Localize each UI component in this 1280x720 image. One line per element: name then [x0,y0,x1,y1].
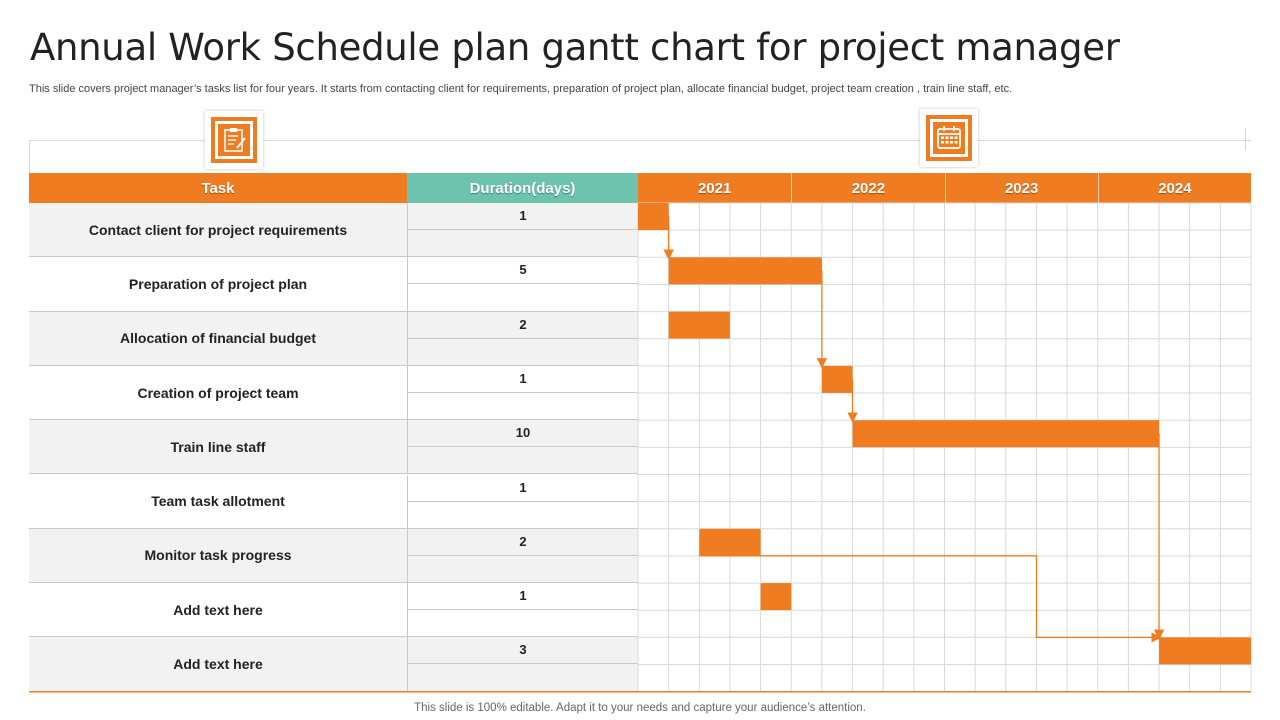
duration-cell: 1 [407,203,638,258]
gantt-bar [668,311,730,339]
task-name-cell: Monitor task progress [29,528,407,584]
duration-divider [408,283,638,285]
task-name-cell: Team task allotment [29,474,407,529]
duration-value: 1 [519,370,527,386]
task-name-cell: Train line staff [29,420,407,475]
duration-value: 2 [519,316,527,332]
footer-note: This slide is 100% editable. Adapt it to… [414,702,866,714]
gantt-bar [821,365,853,393]
duration-value: 1 [519,588,527,604]
duration-cell: 1 [407,583,638,638]
calendar-icon [920,109,978,167]
task-name-cell: Creation of project team [29,365,407,421]
duration-value: 3 [519,642,527,658]
duration-value: 5 [519,262,527,278]
duration-divider [408,391,638,393]
frame-line-left [29,140,30,173]
year-header-2023: 2023 [944,173,1098,203]
frame-line-top [29,140,1251,141]
duration-value: 1 [519,208,527,223]
duration-cell: 3 [407,637,638,692]
clipboard-icon [205,111,263,169]
duration-divider [408,554,638,556]
duration-cell: 1 [407,474,638,529]
duration-value: 10 [515,425,531,441]
gantt-bar [668,257,822,285]
task-name-cell: Preparation of project plan [29,257,407,312]
frame-line-right [1245,128,1246,150]
duration-cell: 5 [407,257,638,312]
year-header-2022: 2022 [791,173,945,203]
gantt-bar [1159,637,1251,665]
year-header-2024: 2024 [1097,173,1251,203]
gantt-bar [638,203,669,230]
duration-divider [408,500,638,502]
gantt-bar [760,583,792,611]
duration-divider [408,609,638,611]
gantt-bar [852,420,1160,448]
duration-cell: 10 [407,420,638,475]
duration-divider [408,337,638,339]
task-name-cell: Add text here [29,583,407,638]
duration-divider [408,446,638,448]
header-duration: Duration(days) [407,173,638,203]
dependency-arrow [699,555,1162,643]
page-subtitle: This slide covers project manager’s task… [29,83,1013,95]
duration-value: 2 [519,533,527,549]
duration-value: 1 [519,479,527,495]
task-name-cell: Add text here [29,637,407,692]
header-task: Task [29,173,407,203]
year-header-2021: 2021 [638,173,792,203]
duration-divider [408,663,638,665]
duration-divider [408,229,638,230]
task-name-cell: Contact client for project requirements [29,203,407,258]
page-title: Annual Work Schedule plan gantt chart fo… [30,26,1120,69]
duration-cell: 1 [407,365,638,421]
duration-cell: 2 [407,311,638,366]
gantt-bar [699,528,761,556]
task-name-cell: Allocation of financial budget [29,311,407,366]
duration-cell: 2 [407,528,638,584]
